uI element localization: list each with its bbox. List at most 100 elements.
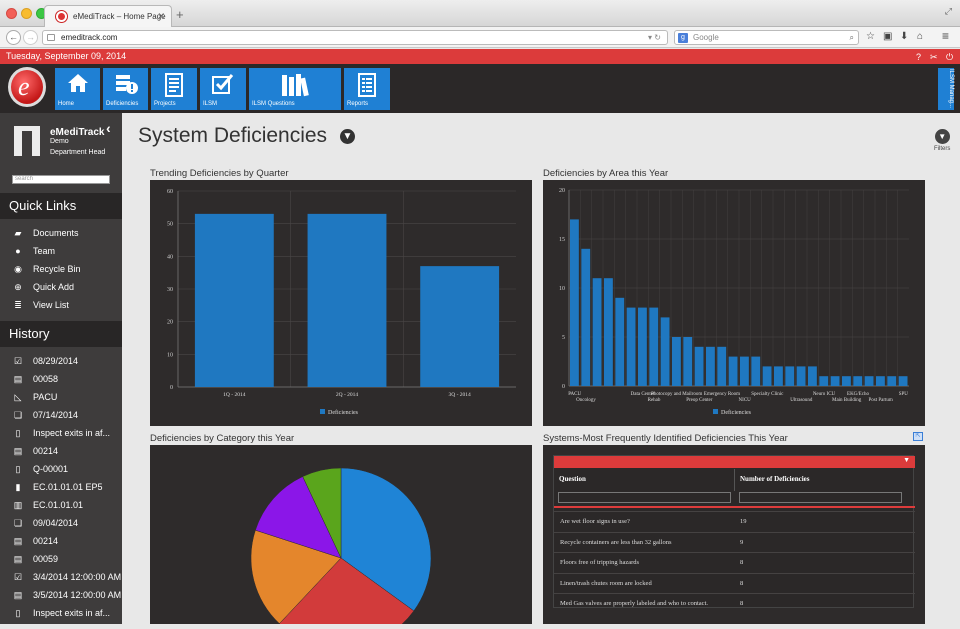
nav-ilsm[interactable]: ILSM xyxy=(200,68,246,110)
history-item-label: 00214 xyxy=(33,536,59,546)
recycle-icon: ◉ xyxy=(14,264,22,274)
history-item[interactable]: ▯ Inspect exits in af... xyxy=(0,604,122,622)
reload-icon[interactable]: ▾ ↻ xyxy=(648,33,661,42)
bar xyxy=(853,376,863,386)
history-item[interactable]: ❏ 09/04/2014 xyxy=(0,514,122,532)
close-window-button[interactable] xyxy=(6,8,17,19)
history-item[interactable]: ▥ EC.01.01.01 xyxy=(0,496,122,514)
nav-home-label: Home xyxy=(58,101,75,107)
nav-deficiencies[interactable]: Deficiencies xyxy=(103,68,148,110)
history-item[interactable]: ◺ PACU xyxy=(0,388,122,406)
fullscreen-icon[interactable]: ⤢ xyxy=(944,6,952,16)
history-item[interactable]: ☑ 08/29/2014 xyxy=(0,352,122,370)
table-row[interactable]: Med Gas valves are properly labeled and … xyxy=(554,593,915,613)
history-item[interactable]: ▯ Q-00001 xyxy=(0,460,122,478)
quick-link-item[interactable]: ◉ Recycle Bin xyxy=(0,260,122,278)
download-icon[interactable]: ⬇ xyxy=(900,31,909,42)
history-item[interactable]: ▯ Inspect exits in af... xyxy=(0,424,122,442)
nav-reports[interactable]: Reports xyxy=(344,68,390,110)
bar xyxy=(808,366,817,386)
quick-link-item[interactable]: ≣ View List xyxy=(0,296,122,314)
x-tick-label: Emergency Room xyxy=(704,392,740,397)
tab-close-icon[interactable]: ✕ xyxy=(157,11,165,21)
table-row[interactable]: Linen/trash chutes room are locked 8 xyxy=(554,572,915,593)
filters-button[interactable]: ▼ Filters xyxy=(934,129,950,152)
help-icon[interactable]: ? xyxy=(916,52,922,62)
browser-search-input[interactable]: g Google ⌕ xyxy=(674,30,859,45)
power-icon[interactable]: ⏻ xyxy=(946,52,954,62)
nav-projects[interactable]: Projects xyxy=(151,68,197,110)
category-chart-panel xyxy=(150,445,532,629)
table-dropdown-icon[interactable]: ▼ xyxy=(903,457,910,464)
nav-reports-label: Reports xyxy=(347,101,369,107)
history-item[interactable]: ▮ EC.01.01.01 EP5 xyxy=(0,478,122,496)
quick-link-label: Documents xyxy=(33,228,79,238)
history-item[interactable]: ▤ 00214 xyxy=(0,532,122,550)
nav-ilsm-questions[interactable]: ILSM Questions xyxy=(249,68,341,110)
new-tab-button[interactable]: + xyxy=(176,7,184,22)
area-icon: ◺ xyxy=(14,392,22,402)
person-icon: ● xyxy=(15,246,21,256)
star-icon[interactable]: ☆ xyxy=(866,31,875,42)
table-row[interactable]: Floors free of tripping hazards 8 xyxy=(554,552,915,572)
bar xyxy=(830,376,840,386)
bar xyxy=(876,376,885,386)
page-title-dropdown-icon[interactable]: ▼ xyxy=(340,129,355,144)
quick-link-item[interactable]: ● Team xyxy=(0,242,122,260)
expand-icon[interactable]: ⇱ xyxy=(913,432,923,441)
main-content: System Deficiencies ▼ ▼ Filters Trending… xyxy=(122,113,960,629)
browser-toolbar: ← → emeditrack.com ▾ ↻ g Google ⌕ ☆ ▣ ⬇ … xyxy=(0,27,960,48)
browser-tab[interactable]: eMediTrack – Home Page ✕ xyxy=(44,5,172,27)
history-item[interactable]: ▤ 3/5/2014 12:00:00 AM xyxy=(0,586,122,604)
folder-icon: ▰ xyxy=(14,228,22,238)
quick-link-item[interactable]: ▰ Documents xyxy=(0,224,122,242)
clipboard-icon[interactable]: ▣ xyxy=(883,31,893,42)
search-icon[interactable]: ⌕ xyxy=(849,33,854,42)
y-tick-label: 15 xyxy=(559,237,565,243)
count-filter-input[interactable] xyxy=(739,492,902,503)
legend-label: Deficiencies xyxy=(721,409,752,416)
date-bar: Tuesday, September 09, 2014 ? ✂ ⏻ xyxy=(0,49,960,64)
home-browser-icon[interactable]: ⌂ xyxy=(917,31,924,42)
books-icon xyxy=(282,74,309,97)
table-row[interactable]: Are wet floor signs in use? 19 xyxy=(554,511,915,531)
bar xyxy=(672,337,681,386)
history-item[interactable]: ▤ 00059 xyxy=(0,550,122,568)
bar xyxy=(762,366,772,386)
emeditrack-logo[interactable]: e xyxy=(8,67,46,107)
sidebar-search-placeholder: search xyxy=(15,176,34,182)
history-item[interactable]: ❏ 07/14/2014 xyxy=(0,406,122,424)
x-tick-label: Photocopy and Mailroom xyxy=(651,392,702,397)
url-bar[interactable]: emeditrack.com ▾ ↻ xyxy=(42,30,668,45)
tools-icon[interactable]: ✂ xyxy=(930,52,938,62)
avatar xyxy=(14,126,40,156)
nav-home[interactable]: Home xyxy=(55,68,100,110)
column-header-question[interactable]: Question xyxy=(554,469,735,491)
minimize-window-button[interactable] xyxy=(21,8,32,19)
nav-deficiencies-label: Deficiencies xyxy=(106,101,139,107)
ilsm-manager-tab[interactable]: ILSM Manag... xyxy=(938,68,954,110)
quick-link-item[interactable]: ⊕ Quick Add xyxy=(0,278,122,296)
bar xyxy=(694,346,704,386)
quick-links-heading: Quick Links xyxy=(0,193,122,219)
collapse-sidebar-icon[interactable]: ‹ xyxy=(106,120,111,136)
history-item-label: 00058 xyxy=(33,374,59,384)
user-name: eMediTrack xyxy=(50,127,105,138)
copy-icon: ❏ xyxy=(13,518,23,528)
x-tick-label: NICU xyxy=(739,398,752,403)
history-item[interactable]: ☑ 3/4/2014 12:00:00 AM xyxy=(0,568,122,586)
history-item[interactable]: ▤ 00058 xyxy=(0,370,122,388)
history-item-label: EC.01.01.01 EP5 xyxy=(33,482,103,492)
deficiency-icon: ▤ xyxy=(13,446,23,456)
table-row[interactable]: Recycle containers are less than 32 gall… xyxy=(554,531,915,552)
back-button[interactable]: ← xyxy=(6,30,21,45)
bar xyxy=(864,376,874,386)
forward-button[interactable]: → xyxy=(23,30,38,45)
history-item[interactable]: ▤ 00214 xyxy=(0,442,122,460)
question-filter-input[interactable] xyxy=(558,492,731,503)
column-header-count[interactable]: Number of Deficiencies xyxy=(740,475,810,483)
legend-swatch xyxy=(713,409,718,414)
filters-label: Filters xyxy=(934,146,951,152)
menu-icon[interactable]: ≡ xyxy=(942,29,950,43)
sidebar-search-input[interactable]: search xyxy=(12,175,110,184)
